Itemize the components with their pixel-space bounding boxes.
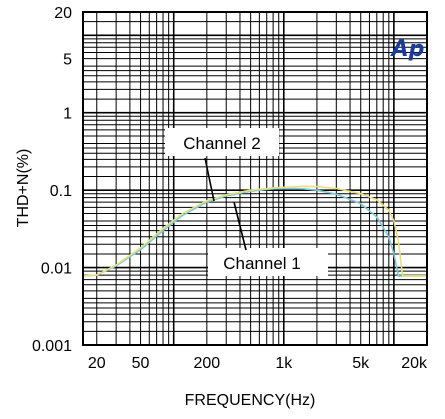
annotation-box [208, 248, 328, 276]
x-tick-label: 5k [352, 355, 370, 372]
x-tick-label: 1k [275, 355, 293, 372]
y-tick-label: 20 [54, 5, 72, 22]
annotation-label-channel-1: Channel 1 [223, 254, 301, 273]
chart-grid [83, 12, 427, 345]
chart-series [82, 185, 427, 277]
annotation-label-channel-2: Channel 2 [183, 134, 261, 153]
y-axis-title: THD+N(%) [15, 149, 32, 228]
y-tick-label: 0.001 [32, 338, 72, 355]
x-axis-title: FREQUENCY(Hz) [185, 392, 316, 409]
y-tick-label: 0.01 [41, 261, 72, 278]
x-tick-label: 20k [401, 355, 428, 372]
ap-logo-text: Ap [390, 37, 425, 62]
annotations: Channel 2 Channel 1 [165, 128, 328, 276]
x-tick-label: 200 [193, 355, 220, 372]
ap-logo: Ap [390, 37, 425, 62]
series-line-channel-1 [82, 187, 427, 277]
x-tick-label: 50 [132, 355, 150, 372]
annotation-leader [204, 157, 215, 202]
plot-frame [82, 11, 428, 346]
x-tick-label: 20 [88, 355, 106, 372]
annotation-box [165, 128, 279, 156]
annotation-leader [233, 201, 247, 251]
series-line-channel-2 [82, 185, 427, 277]
y-tick-label: 0.1 [50, 183, 72, 200]
tick-labels: 20 50 200 1k 5k 20k 20 5 1 0.1 0.01 0.001 [32, 5, 428, 372]
y-tick-label: 1 [63, 106, 72, 123]
y-tick-label: 5 [63, 52, 72, 69]
